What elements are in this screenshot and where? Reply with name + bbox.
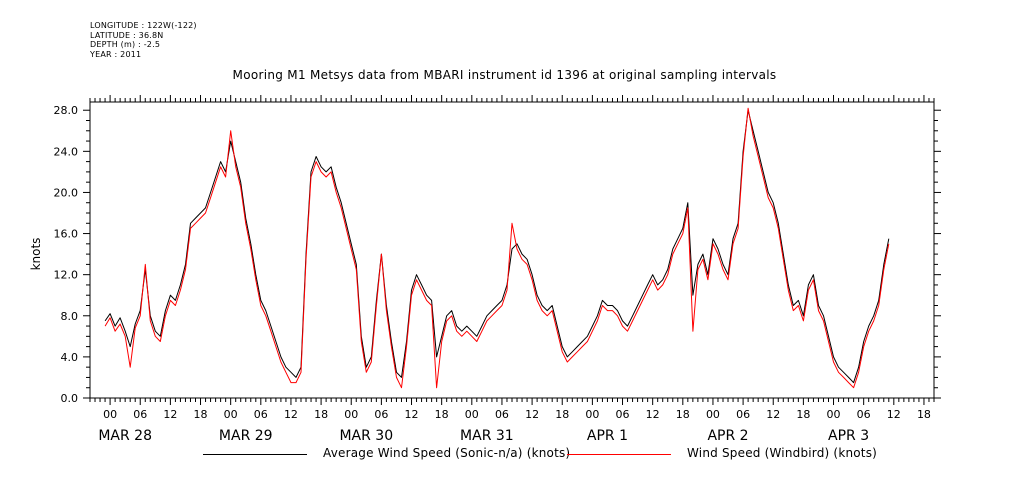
- legend-swatch-average: [203, 454, 307, 455]
- x-hour-tick-label: 06: [857, 408, 871, 421]
- x-hour-tick-label: 12: [887, 408, 901, 421]
- x-hour-tick-label: 06: [495, 408, 509, 421]
- legend-label-average: Average Wind Speed (Sonic-n/a) (knots): [323, 446, 571, 460]
- y-tick-label: 20.0: [54, 186, 79, 199]
- longitude-text: LONGITUDE : 122W(-122): [90, 21, 197, 30]
- x-hour-tick-label: 00: [706, 408, 720, 421]
- y-tick-label: 12.0: [54, 269, 79, 282]
- x-day-label: APR 2: [707, 428, 748, 444]
- x-day-label: MAR 31: [460, 428, 514, 444]
- legend: Average Wind Speed (Sonic-n/a) (knots) W…: [0, 446, 1009, 466]
- x-hour-tick-label: 12: [163, 408, 177, 421]
- latitude-text: LATITUDE : 36.8N: [90, 30, 164, 40]
- x-hour-tick-label: 12: [766, 408, 780, 421]
- x-hour-tick-label: 12: [646, 408, 660, 421]
- x-day-label: MAR 30: [339, 428, 393, 444]
- x-hour-tick-label: 18: [435, 408, 449, 421]
- x-hour-tick-label: 18: [917, 408, 931, 421]
- x-hour-tick-label: 06: [254, 408, 268, 421]
- depth-text: DEPTH (m) : -2.5: [90, 40, 161, 49]
- x-hour-tick-label: 06: [616, 408, 630, 421]
- chart-title: Mooring M1 Metsys data from MBARI instru…: [232, 68, 777, 82]
- y-tick-label: 0.0: [61, 392, 79, 405]
- x-hour-tick-label: 00: [465, 408, 479, 421]
- y-tick-label: 4.0: [61, 351, 79, 364]
- x-hour-tick-label: 12: [525, 408, 539, 421]
- x-hour-tick-label: 18: [194, 408, 208, 421]
- x-hour-tick-label: 12: [284, 408, 298, 421]
- x-hour-tick-label: 18: [676, 408, 690, 421]
- x-hour-tick-label: 18: [796, 408, 810, 421]
- legend-swatch-windbird: [567, 454, 671, 455]
- x-hour-tick-label: 06: [736, 408, 750, 421]
- x-hour-tick-label: 00: [103, 408, 117, 421]
- x-hour-tick-label: 12: [405, 408, 419, 421]
- legend-label-windbird: Wind Speed (Windbird) (knots): [687, 446, 878, 460]
- year-text: YEAR : 2011: [90, 49, 142, 59]
- x-hour-tick-label: 00: [224, 408, 238, 421]
- x-day-label: MAR 28: [98, 428, 152, 444]
- y-axis-label: knots: [29, 238, 43, 271]
- x-hour-tick-label: 00: [585, 408, 599, 421]
- metadata-block: LONGITUDE : 122W(-122) LATITUDE : 36.8N …: [90, 21, 197, 59]
- x-hour-tick-label: 00: [827, 408, 841, 421]
- x-hour-tick-label: 06: [374, 408, 388, 421]
- series-line-windbird-wind-speed: [104, 107, 890, 389]
- x-day-label: APR 3: [828, 428, 869, 444]
- y-tick-label: 24.0: [54, 145, 79, 158]
- x-hour-tick-label: 18: [314, 408, 328, 421]
- x-day-label: MAR 29: [219, 428, 273, 444]
- x-hour-tick-label: 18: [555, 408, 569, 421]
- y-tick-label: 8.0: [61, 310, 79, 323]
- x-day-label: APR 1: [587, 428, 628, 444]
- x-hour-tick-label: 00: [344, 408, 358, 421]
- series-line-average-wind-speed: [104, 109, 890, 384]
- x-hour-tick-label: 06: [133, 408, 147, 421]
- y-tick-label: 28.0: [54, 104, 79, 117]
- y-tick-label: 16.0: [54, 228, 79, 241]
